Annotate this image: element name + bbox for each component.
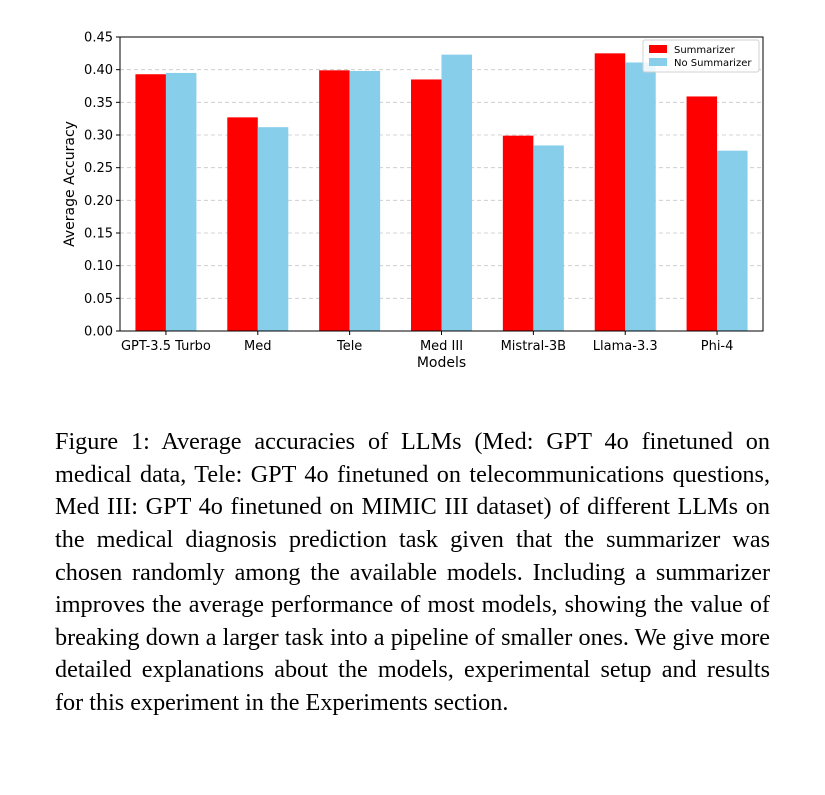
x-axis-label: Models — [417, 355, 466, 371]
x-tick-label: Llama-3.3 — [593, 339, 658, 354]
bar-summarizer — [227, 117, 258, 331]
bar-no-summarizer — [165, 72, 197, 331]
y-axis-label: Average Accuracy — [62, 121, 78, 247]
bar-summarizer — [502, 135, 534, 331]
x-tick-label: Phi-4 — [701, 339, 734, 354]
y-tick-label: 0.35 — [84, 96, 113, 111]
bar-summarizer — [594, 53, 626, 331]
legend-swatch — [649, 45, 667, 53]
bar-summarizer — [411, 79, 442, 331]
legend-label: No Summarizer — [674, 58, 752, 69]
y-tick-label: 0.05 — [84, 292, 113, 307]
y-tick-label: 0.30 — [84, 129, 113, 144]
bar-no-summarizer — [257, 127, 289, 331]
bar-summarizer — [686, 96, 718, 331]
y-tick-label: 0.15 — [84, 227, 113, 242]
bar-summarizer — [319, 70, 350, 331]
legend: Summarizer No Summarizer — [642, 39, 760, 73]
y-tick-label: 0.20 — [84, 194, 113, 209]
bar-summarizer — [135, 74, 166, 332]
x-tick-label: Mistral-3B — [501, 339, 567, 354]
legend-box — [642, 39, 760, 73]
y-tick-label: 0.40 — [84, 63, 113, 78]
x-tick-label: Med — [244, 339, 271, 354]
x-axis: GPT-3.5 Turbo Med Tele Med III Mistral-3B Lla… — [121, 331, 733, 354]
y-tick-label: 0.10 — [84, 259, 113, 274]
legend-label: Summarizer — [674, 45, 736, 56]
y-tick-label: 0.25 — [84, 161, 113, 176]
bar-chart: 0.00 0.05 0.10 0.15 0.20 0.25 0.30 0.35 0.40 0.45… — [0, 0, 825, 385]
bar-no-summarizer — [717, 150, 748, 331]
bars — [135, 53, 748, 332]
bar-no-summarizer — [533, 145, 564, 331]
bar-no-summarizer — [349, 70, 381, 332]
x-tick-label: GPT-3.5 Turbo — [121, 339, 211, 354]
bar-no-summarizer — [625, 62, 656, 331]
legend-swatch — [649, 58, 667, 66]
figure-caption: Figure 1: Average accuracies of LLMs (Me… — [55, 428, 770, 716]
y-tick-label: 0.45 — [84, 31, 113, 46]
bar-no-summarizer — [441, 54, 472, 331]
y-tick-label: 0.00 — [84, 325, 113, 340]
x-tick-label: Med III — [420, 339, 463, 354]
y-axis: 0.00 0.05 0.10 0.15 0.20 0.25 0.30 0.35 0.40 0.45 — [84, 31, 120, 340]
chart-canvas: 0.00 0.05 0.10 0.15 0.20 0.25 0.30 0.35 0.40 0.45… — [62, 31, 764, 371]
x-tick-label: Tele — [336, 339, 362, 354]
